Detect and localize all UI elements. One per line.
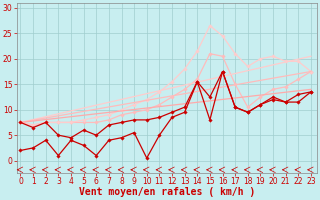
X-axis label: Vent moyen/en rafales ( km/h ): Vent moyen/en rafales ( km/h ) (79, 187, 255, 197)
